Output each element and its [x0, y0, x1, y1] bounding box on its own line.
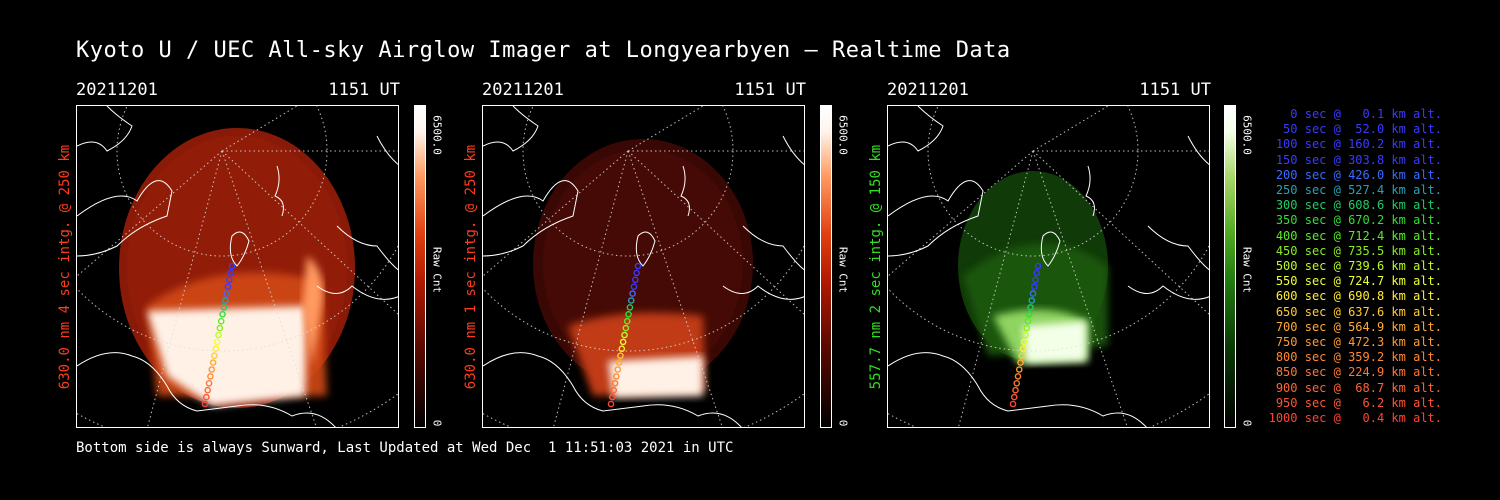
legend-entry: 550 sec @ 724.7 km alt. [1275, 274, 1442, 289]
panel-3-ylabel-text: 557.7 nm 2 sec intg. @ 150 km [868, 144, 884, 389]
panel-3-ylabel: 557.7 nm 2 sec intg. @ 150 km [866, 105, 886, 428]
panel-1-date: 20211201 [76, 80, 158, 100]
legend-entry: 100 sec @ 160.2 km alt. [1275, 137, 1442, 152]
panel-3-cbar-min: 0 [1240, 419, 1254, 427]
panel-2-colorbar-labels: 6500.0 Raw Cnt 0 [834, 105, 852, 428]
panel-2-cbar-max: 6500.0 [836, 115, 850, 155]
legend-entry: 0 sec @ 0.1 km alt. [1290, 107, 1442, 121]
panel-1-ylabel-text: 630.0 nm 4 sec intg. @ 250 km [57, 144, 73, 389]
panel-1-colorbar [414, 105, 426, 428]
legend-entry: 250 sec @ 527.4 km alt. [1275, 183, 1442, 198]
update-footer: Bottom side is always Sunward, Last Upda… [76, 440, 734, 456]
legend-entry: 750 sec @ 472.3 km alt. [1275, 335, 1442, 350]
panel-3-date: 20211201 [887, 80, 969, 100]
panel-1-colorbar-labels: 6500.0 Raw Cnt 0 [428, 105, 446, 428]
legend-entry: 450 sec @ 735.5 km alt. [1275, 243, 1442, 258]
panel-1-ylabel: 630.0 nm 4 sec intg. @ 250 km [55, 105, 75, 428]
legend-entry: 900 sec @ 68.7 km alt. [1275, 380, 1442, 395]
legend-entry: 800 sec @ 359.2 km alt. [1275, 350, 1442, 365]
panel-2-ylabel-text: 630.0 nm 1 sec intg. @ 250 km [463, 144, 479, 389]
panel-2-cbar-min: 0 [836, 419, 850, 427]
panel-2-colorbar [820, 105, 832, 428]
panel-3-colorbar [1224, 105, 1236, 428]
panel-3-airglow-map [887, 105, 1210, 428]
panel-2-cbar-unit: Raw Cnt [836, 246, 850, 294]
panel-3-cbar-unit: Raw Cnt [1240, 246, 1254, 294]
panel-1-airglow-map [76, 105, 399, 428]
legend-entry: 400 sec @ 712.4 km alt. [1275, 228, 1442, 243]
legend-entry: 850 sec @ 224.9 km alt. [1275, 365, 1442, 380]
legend-entry: 600 sec @ 690.8 km alt. [1275, 289, 1442, 304]
legend-entry: 50 sec @ 52.0 km alt. [1283, 122, 1442, 137]
legend-entry: 700 sec @ 564.9 km alt. [1275, 319, 1442, 334]
legend-entry: 1000 sec @ 0.4 km alt. [1268, 411, 1442, 426]
panel-2-airglow-map [482, 105, 805, 428]
legend-entry: 200 sec @ 426.0 km alt. [1275, 167, 1442, 182]
panel-1-time: 1151 UT [328, 80, 400, 100]
legend-entry: 150 sec @ 303.8 km alt. [1275, 152, 1442, 167]
panel-1-cbar-max: 6500.0 [430, 115, 444, 155]
panel-3-cbar-max: 6500.0 [1240, 115, 1254, 155]
panel-1-cbar-min: 0 [430, 419, 444, 427]
legend-entry: 950 sec @ 6.2 km alt. [1275, 395, 1442, 410]
panel-1-cbar-unit: Raw Cnt [430, 246, 444, 294]
panel-2-ylabel: 630.0 nm 1 sec intg. @ 250 km [461, 105, 481, 428]
legend-entry: 300 sec @ 608.6 km alt. [1275, 198, 1442, 213]
panel-2-date: 20211201 [482, 80, 564, 100]
panel-3-colorbar-labels: 6500.0 Raw Cnt 0 [1238, 105, 1256, 428]
trajectory-time-altitude-legend: 0 sec @ 0.1 km alt. 50 sec @ 52.0 km alt.… [1262, 107, 1442, 426]
panel-2-time: 1151 UT [734, 80, 806, 100]
page-title: Kyoto U / UEC All-sky Airglow Imager at … [76, 38, 1011, 63]
legend-entry: 500 sec @ 739.6 km alt. [1275, 259, 1442, 274]
legend-entry: 650 sec @ 637.6 km alt. [1275, 304, 1442, 319]
legend-entry: 350 sec @ 670.2 km alt. [1275, 213, 1442, 228]
panel-3-time: 1151 UT [1139, 80, 1211, 100]
